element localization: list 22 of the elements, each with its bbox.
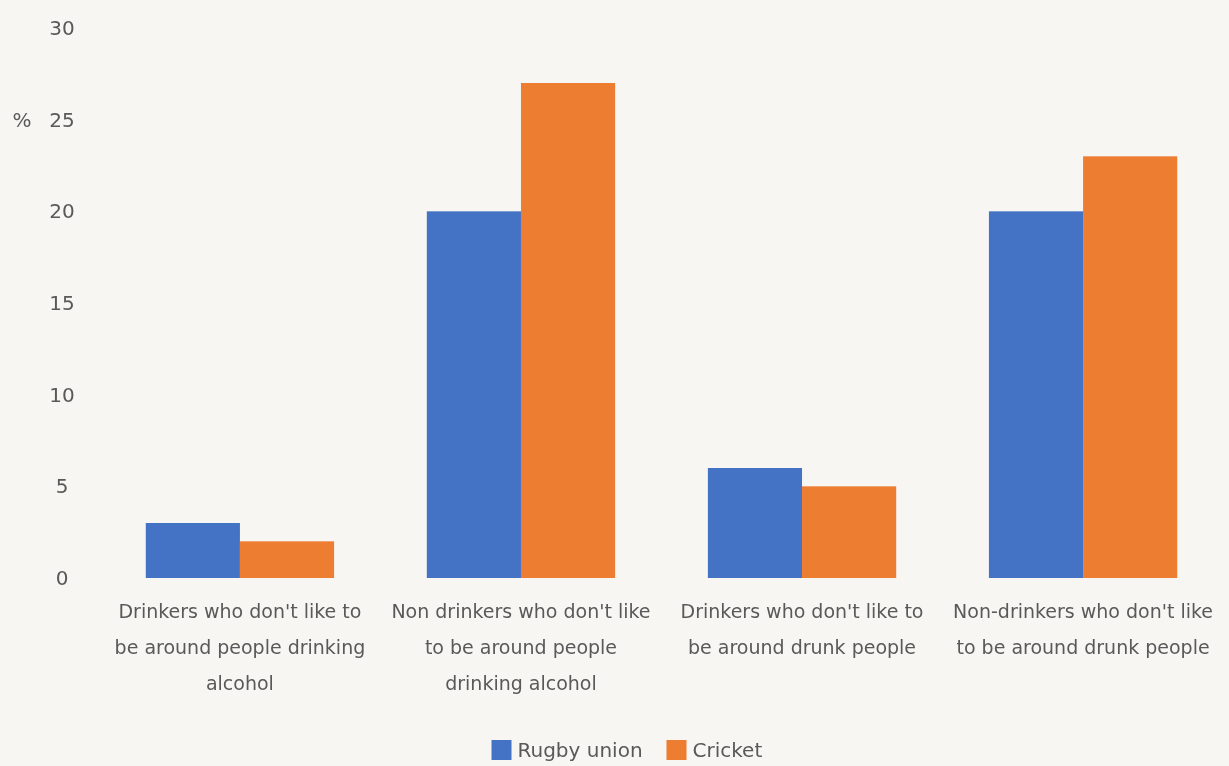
bar bbox=[988, 211, 1084, 578]
y-tick-label: 5 bbox=[55, 474, 69, 499]
x-tick-label: Non-drinkers who don't like to be around drunk people bbox=[953, 600, 1214, 658]
legend-label: Rugby union bbox=[517, 738, 643, 762]
x-tick-label: Drinkers who don't like to be around people drinking alcohol bbox=[114, 600, 366, 694]
y-axis-title: % bbox=[12, 107, 32, 132]
y-tick-label: 25 bbox=[49, 107, 75, 132]
bar bbox=[145, 523, 240, 578]
bar bbox=[426, 211, 521, 578]
bar bbox=[239, 541, 335, 578]
bar bbox=[520, 83, 616, 578]
y-tick-label: 15 bbox=[49, 291, 75, 315]
x-tick-label: Non drinkers who don't like to be around people drinking alcohol bbox=[391, 600, 651, 694]
bar bbox=[1083, 156, 1178, 578]
y-tick-label: 0 bbox=[55, 566, 69, 590]
bar bbox=[802, 486, 897, 578]
y-tick-label: 20 bbox=[49, 199, 75, 224]
legend-label: Cricket bbox=[692, 738, 763, 762]
bar bbox=[707, 468, 803, 578]
y-tick-label: 10 bbox=[49, 382, 75, 407]
y-tick-label: 30 bbox=[49, 16, 75, 40]
x-tick-label: Drinkers who don't like to be around drunk people bbox=[680, 600, 924, 658]
